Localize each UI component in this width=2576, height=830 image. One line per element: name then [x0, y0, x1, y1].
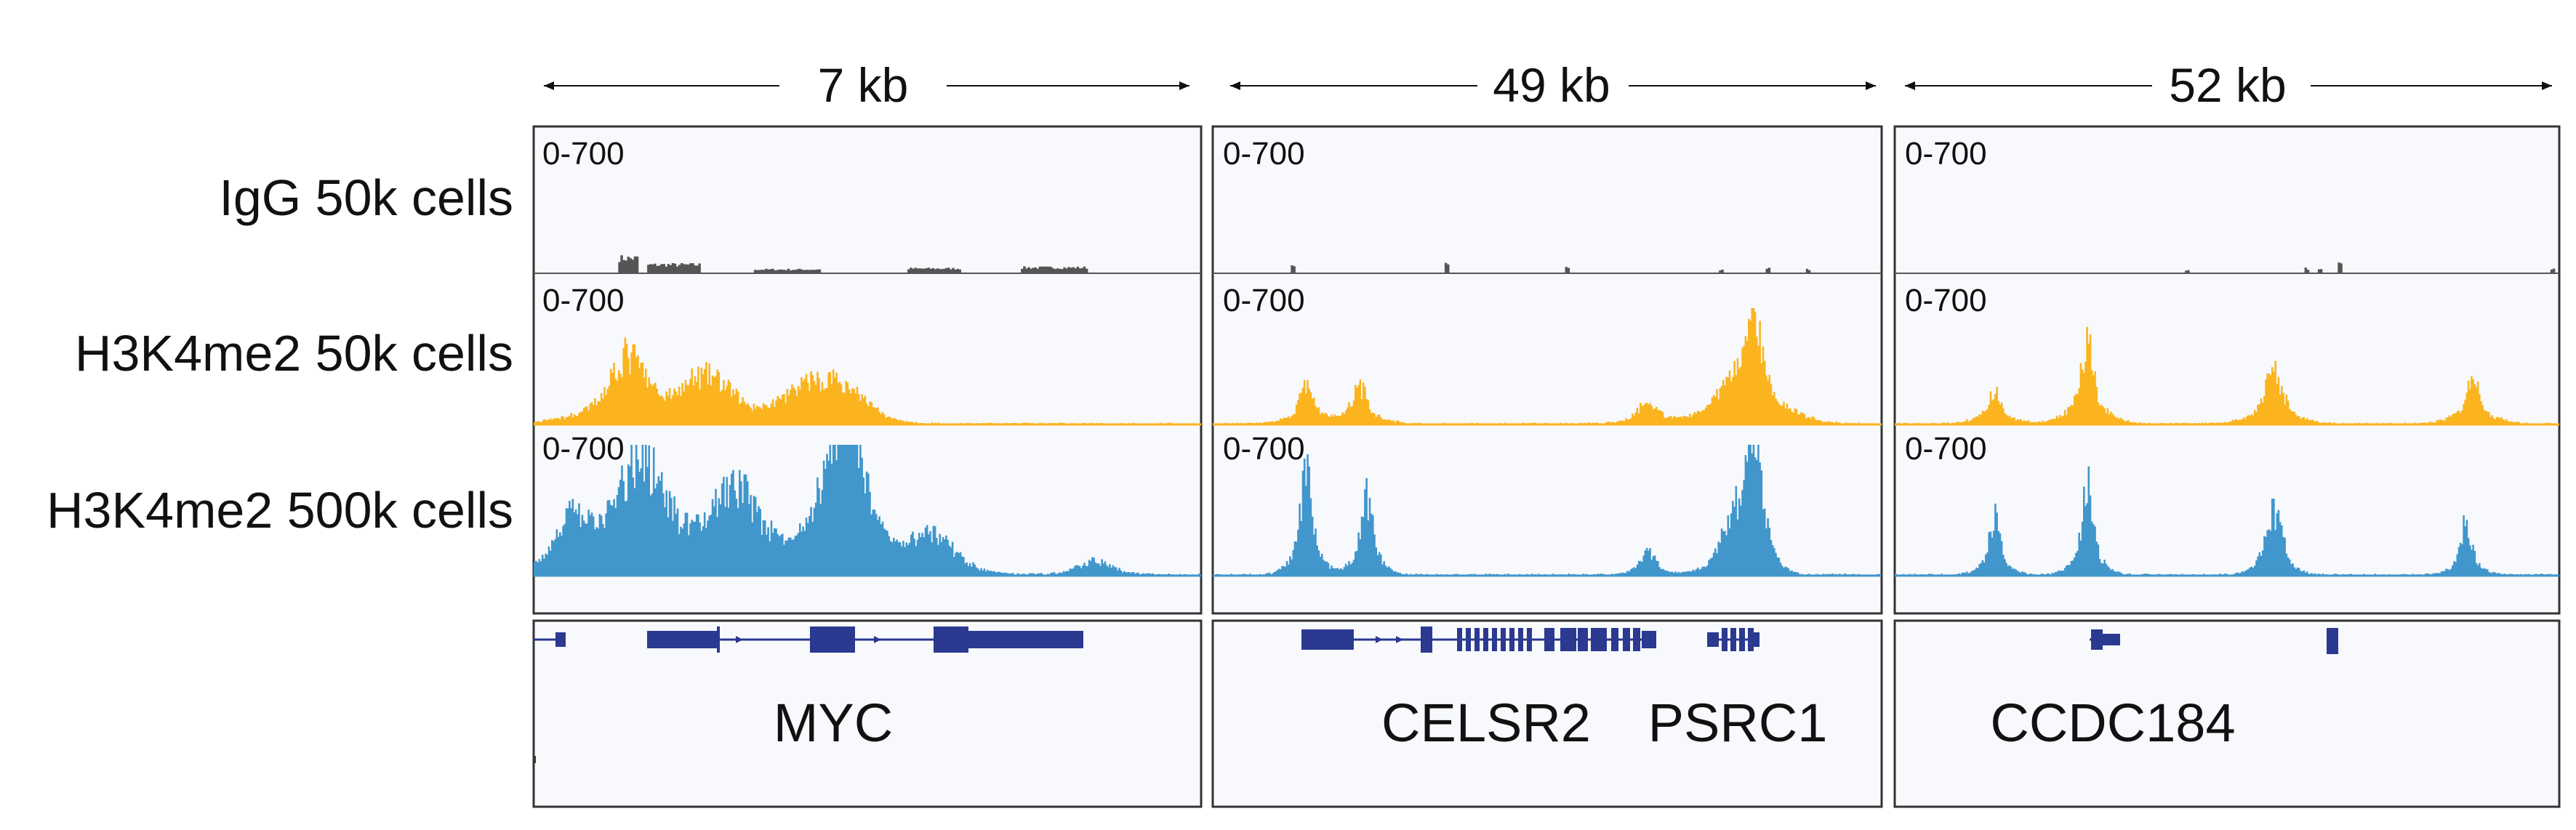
scale-label: 7 kb — [818, 58, 909, 112]
arrow-left-icon — [1230, 81, 1240, 90]
coverage-bars — [534, 337, 1202, 424]
gene-model-myc — [534, 626, 1083, 653]
range-label: 0-700 — [542, 431, 625, 467]
gene-label-psrc1: PSRC1 — [1648, 693, 1828, 753]
track-igg: 0-700 — [1895, 136, 2559, 274]
track-h3k4me2-500k: 0-700 — [1213, 431, 1882, 577]
gene-model-celsr2 — [1301, 626, 1656, 653]
track-h3k4me2-50k: 0-700 — [1213, 283, 1882, 426]
track-h3k4me2-50k: 0-700 — [1895, 283, 2559, 426]
track-label-h3k4me2-500k: H3K4me2 500k cells — [47, 482, 513, 539]
locus-ccdc184: 52 kb 0-700 0-700 0-700 CCDC184 — [1893, 58, 2561, 808]
range-label: 0-700 — [1905, 431, 1987, 467]
range-label: 0-700 — [1905, 283, 1987, 318]
arrow-left-icon — [1905, 81, 1915, 90]
scale-label: 49 kb — [1493, 58, 1610, 112]
gene-panel — [532, 619, 1203, 808]
arrow-right-icon — [1866, 81, 1876, 90]
range-label: 0-700 — [1223, 431, 1305, 467]
gene-panel — [1211, 619, 1883, 808]
track-igg: 0-700 — [1213, 136, 1882, 274]
coverage-bars — [1213, 308, 1882, 424]
gene-label-ccdc184: CCDC184 — [1990, 693, 2235, 753]
arrow-right-icon — [2542, 81, 2552, 90]
coverage-bars — [534, 445, 1202, 576]
gene-label-celsr2: CELSR2 — [1381, 693, 1591, 753]
locus-myc: 7 kb 0-700 0-700 0-700 — [532, 58, 1203, 808]
track-h3k4me2-500k: 0-700 — [534, 431, 1202, 577]
range-label: 0-700 — [1223, 283, 1305, 318]
coverage-bars — [618, 255, 1088, 273]
gene-model-ccdc184 — [2090, 628, 2338, 654]
locus-celsr2-psrc1: 49 kb 0-700 0-700 0-700 — [1211, 58, 1883, 808]
range-label: 0-700 — [542, 136, 625, 172]
gene-panel — [1893, 619, 2561, 808]
signal-panel — [1893, 125, 2561, 615]
track-h3k4me2-500k: 0-700 — [1895, 431, 2559, 577]
track-label-h3k4me2-50k: H3K4me2 50k cells — [75, 325, 513, 382]
scale-label: 52 kb — [2169, 58, 2286, 112]
gene-label-myc: MYC — [774, 693, 893, 753]
arrow-right-icon — [1179, 81, 1189, 90]
gene-model-psrc1 — [1707, 628, 1760, 651]
coverage-bars — [1213, 445, 1881, 576]
track-h3k4me2-50k: 0-700 — [534, 283, 1202, 426]
range-label: 0-700 — [1905, 136, 1987, 172]
range-label: 0-700 — [1223, 136, 1305, 172]
track-igg: 0-700 — [534, 136, 1201, 274]
arrow-left-icon — [544, 81, 554, 90]
track-label-igg: IgG 50k cells — [219, 169, 513, 226]
range-label: 0-700 — [542, 283, 625, 318]
